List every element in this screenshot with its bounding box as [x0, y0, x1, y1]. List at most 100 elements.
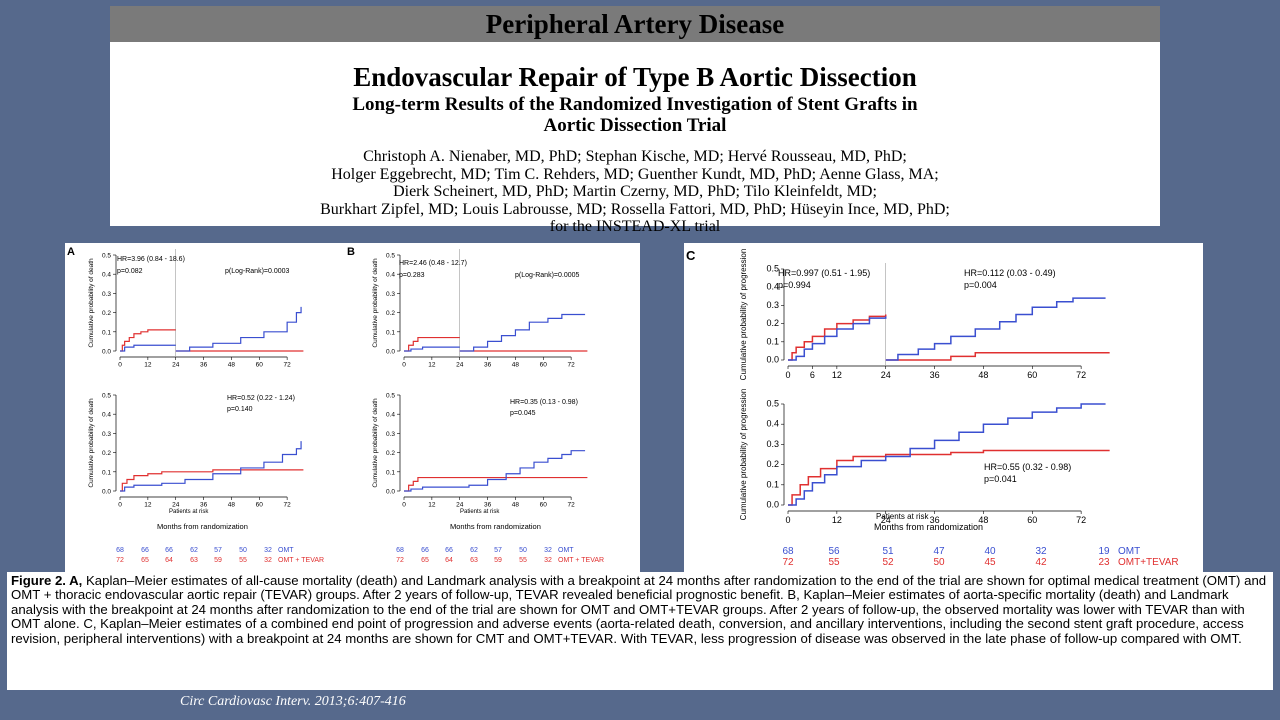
at-risk-omt: 50	[239, 547, 247, 554]
x-tick-label: 0	[118, 502, 122, 509]
panel-label-b: B	[347, 246, 355, 258]
at-risk-tevar: 64	[165, 557, 173, 564]
x-tick-label: 72	[1076, 370, 1086, 380]
y-tick-label: 0.4	[386, 272, 395, 279]
at-risk-tevar: 42	[1035, 557, 1047, 568]
x-tick-label: 72	[284, 362, 292, 369]
y-tick-label: 0.2	[386, 310, 395, 317]
at-risk-tevar: 72	[782, 557, 794, 568]
tevar-curve-landmark	[459, 313, 586, 352]
omt-curve	[120, 469, 304, 492]
subtitle-line-2: Aortic Dissection Trial	[543, 115, 727, 136]
at-risk-omt: OMT	[278, 547, 294, 554]
x-tick-label: 36	[200, 362, 208, 369]
at-risk-omt: 57	[214, 547, 222, 554]
b-top-hr: HR=2.46 (0.48 - 12.7)	[399, 260, 467, 267]
b-top-p: p=0.283	[399, 272, 425, 279]
tevar-curve	[404, 450, 586, 492]
y-tick-label: 0.3	[386, 431, 395, 438]
caption-label: Figure 2. A,	[11, 573, 83, 588]
x-tick-label: 0	[402, 362, 406, 369]
y-tick-label: 0.0	[102, 489, 111, 496]
y-tick-label: 0.3	[102, 291, 111, 298]
y-tick-label: 0.4	[766, 282, 779, 292]
panel-label-c: C	[686, 248, 696, 263]
at-risk-tevar: 72	[116, 557, 124, 564]
tevar-curve	[788, 403, 1106, 506]
tevar-curve	[120, 441, 302, 492]
x-tick-label: 72	[568, 502, 576, 509]
x-tick-label: 72	[568, 362, 576, 369]
b-bottom-hr: HR=0.35 (0.13 - 0.98)	[510, 399, 578, 406]
at-risk-tevar: 55	[519, 557, 527, 564]
tevar-curve-landmark	[175, 306, 302, 352]
x-tick-label: 48	[228, 502, 236, 509]
a-bottom-p: p=0.140	[227, 406, 253, 413]
x-tick-label: 24	[172, 362, 180, 369]
at-risk-tevar: 50	[933, 557, 945, 568]
c-top-hr1: HR=0.997 (0.51 - 1.95)	[778, 268, 870, 278]
x-tick-label: 36	[930, 515, 940, 525]
b-patients-at-risk: Patients at risk	[460, 509, 500, 515]
at-risk-tevar: 32	[544, 557, 552, 564]
x-tick-label: 72	[284, 502, 292, 509]
subtitle-line-1: Long-term Results of the Randomized Inve…	[352, 94, 918, 115]
y-tick-label: 0.0	[766, 355, 779, 365]
at-risk-omt: 56	[828, 546, 840, 557]
at-risk-tevar: 65	[421, 557, 429, 564]
article-title: Endovascular Repair of Type B Aortic Dis…	[353, 62, 917, 92]
author-line: for the INSTEAD-XL trial	[549, 218, 721, 235]
at-risk-tevar: 72	[396, 557, 404, 564]
article-subtitle: Long-term Results of the Randomized Inve…	[110, 94, 1160, 136]
author-line: Christoph A. Nienaber, MD, PhD; Stephan …	[363, 148, 907, 165]
x-tick-label: 60	[540, 362, 548, 369]
at-risk-tevar: 23	[1098, 557, 1110, 568]
at-risk-tevar: OMT+TEVAR	[1118, 557, 1179, 568]
y-tick-label: 0.2	[766, 459, 779, 469]
y-tick-label: 0.5	[386, 393, 395, 400]
x-tick-label: 12	[144, 502, 152, 509]
y-tick-label: 0.3	[386, 291, 395, 298]
x-tick-label: 60	[256, 502, 264, 509]
ab-at-risk-table: 68 66 66 62 57 50 32 OMT 72 65 64 63 59 55 32 OMT + TEV…	[116, 547, 604, 564]
y-tick-label: 0.1	[386, 469, 395, 476]
b-xlabel: Months from randomization	[450, 522, 541, 531]
x-tick-label: 36	[484, 362, 492, 369]
article-header: Peripheral Artery Disease Endovascular R…	[110, 6, 1160, 235]
tevar-curve	[788, 316, 887, 361]
x-tick-label: 24	[881, 515, 891, 525]
y-tick-label: 0.0	[386, 349, 395, 356]
at-risk-tevar: OMT + TEVAR	[558, 557, 604, 564]
x-tick-label: 12	[832, 515, 842, 525]
y-tick-label: 0.5	[766, 399, 779, 409]
c-patients-at-risk: Patients at risk	[876, 512, 929, 521]
c-top-p2: p=0.004	[964, 280, 997, 290]
panel-label-a: A	[67, 246, 75, 258]
y-tick-label: 0.4	[766, 419, 779, 429]
tevar-curve-landmark	[885, 297, 1106, 361]
at-risk-omt: 32	[544, 547, 552, 554]
at-risk-tevar: 64	[445, 557, 453, 564]
at-risk-tevar: 59	[214, 557, 222, 564]
y-tick-label: 0.1	[766, 336, 779, 346]
at-risk-tevar: 65	[141, 557, 149, 564]
figure-caption: Figure 2. A, Kaplan–Meier estimates of a…	[7, 572, 1273, 690]
y-tick-label: 0.3	[766, 439, 779, 449]
a-top-p: p=0.082	[117, 268, 143, 275]
y-tick-label: 0.2	[766, 318, 779, 328]
y-axis-label: Cumulative probability of death	[88, 258, 95, 348]
c-top-hr2: HR=0.112 (0.03 - 0.49)	[964, 268, 1056, 278]
x-tick-label: 12	[144, 362, 152, 369]
x-tick-label: 60	[540, 502, 548, 509]
y-tick-label: 0.2	[386, 450, 395, 457]
y-tick-label: 0.5	[102, 393, 111, 400]
omt-curve	[404, 476, 588, 492]
x-tick-label: 0	[402, 502, 406, 509]
at-risk-omt: 68	[396, 547, 404, 554]
at-risk-omt: 32	[264, 547, 272, 554]
y-tick-label: 0.2	[102, 450, 111, 457]
y-tick-label: 0.4	[102, 412, 111, 419]
author-line: Dierk Scheinert, MD, PhD; Martin Czerny,…	[393, 183, 877, 200]
b-top-logrank: p(Log-Rank)=0.0005	[515, 272, 580, 279]
x-tick-label: 48	[228, 362, 236, 369]
